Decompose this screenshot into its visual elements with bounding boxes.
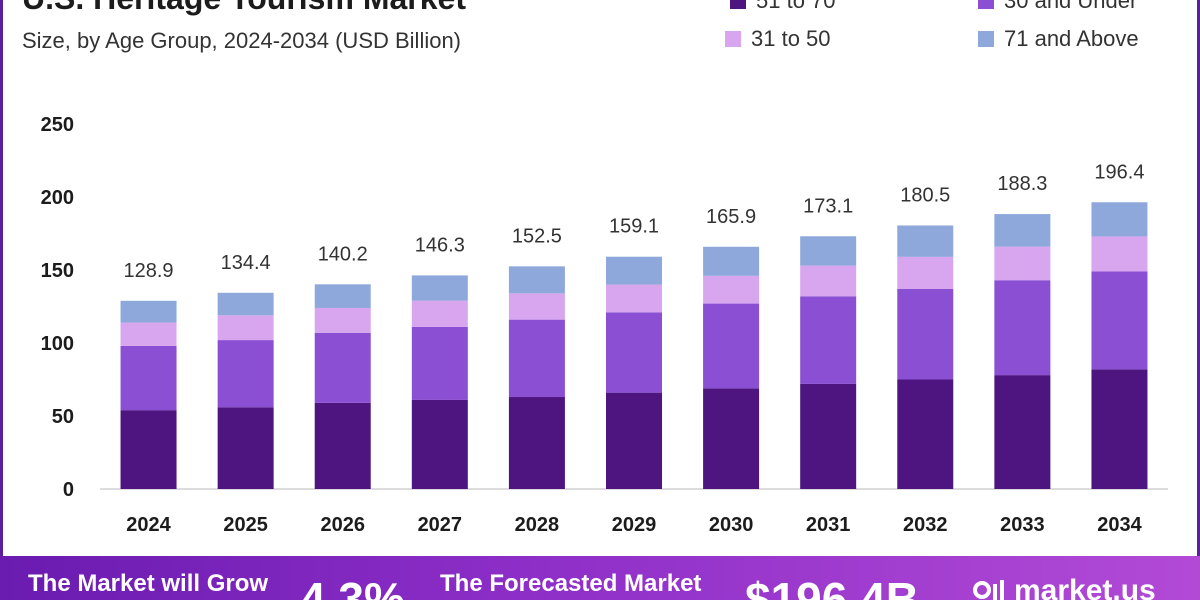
bar-segment: [1091, 271, 1148, 370]
bar-segment: [800, 265, 857, 297]
bar-segment: [994, 246, 1051, 281]
bar-segment: [897, 379, 954, 489]
bar-segment: [800, 383, 857, 489]
bar-segment: [314, 284, 371, 308]
bar-total-label: 152.5: [512, 225, 562, 247]
bar-segment: [606, 312, 662, 393]
legend-label: 71 and Above: [1004, 26, 1139, 51]
y-tick-label: 50: [52, 406, 74, 428]
bar-segment: [703, 303, 760, 389]
bar-segment: [314, 332, 371, 403]
bar-segment: [994, 214, 1051, 247]
y-tick-label: 0: [63, 479, 74, 501]
market-us-logo-icon: [973, 580, 1004, 600]
x-tick-label: 2029: [612, 514, 657, 536]
bar-segment: [314, 402, 371, 489]
y-tick-label: 150: [41, 260, 74, 282]
banner-forecast-value: $196.4B: [745, 573, 919, 600]
bar-segment: [606, 392, 662, 489]
summary-banner: The Market will Grow 4.3% The Forecasted…: [0, 556, 1200, 600]
x-tick-label: 2024: [126, 514, 171, 536]
bar-segment: [800, 236, 857, 266]
bar-segment: [1091, 202, 1148, 237]
legend-label: 31 to 50: [751, 26, 831, 51]
bar-segment: [411, 326, 468, 400]
bar-segment: [314, 307, 371, 333]
bar-segment: [897, 288, 954, 380]
bar-segment: [508, 293, 565, 320]
banner-forecast-label: The Forecasted Market: [440, 570, 702, 597]
bar-segment: [217, 315, 274, 341]
bar-segment: [994, 375, 1051, 489]
bar-segment: [800, 296, 857, 384]
x-tick-label: 2028: [515, 514, 560, 536]
x-tick-label: 2025: [223, 514, 268, 536]
bar-segment: [508, 319, 565, 398]
bar-segment: [120, 300, 177, 323]
bar-segment: [411, 399, 468, 489]
bar-segment: [411, 275, 468, 301]
bar-segment: [411, 300, 468, 327]
bar-total-label: 180.5: [900, 184, 950, 206]
bar-segment: [897, 256, 954, 289]
bar-segment: [217, 407, 274, 489]
legend-swatch: [978, 0, 994, 9]
legend-swatch: [978, 31, 994, 47]
bar-segment: [508, 397, 565, 489]
legend-swatch: [725, 31, 741, 47]
bar-segment: [606, 284, 662, 313]
x-tick-label: 2026: [320, 514, 365, 536]
legend-label: 51 to 70: [756, 0, 836, 13]
bar-segment: [606, 256, 662, 285]
bar-segment: [703, 246, 760, 276]
bar-segment: [1091, 236, 1148, 272]
bar-total-label: 196.4: [1094, 161, 1144, 183]
legend-item-30-and-under: 30 and Under: [978, 0, 1137, 14]
bar-segment: [120, 322, 177, 346]
y-tick-label: 100: [41, 333, 74, 355]
bar-total-label: 159.1: [609, 216, 659, 238]
bar-segment: [217, 292, 274, 316]
bar-segment: [703, 388, 760, 489]
x-tick-label: 2030: [709, 514, 754, 536]
legend-label: 30 and Under: [1004, 0, 1138, 13]
market-us-logo-text: market.us: [1014, 574, 1156, 600]
bar-total-label: 134.4: [221, 252, 271, 274]
x-tick-label: 2032: [903, 514, 948, 536]
stacked-bar-chart: 0 50 100 150 200 250 128.9 2024 134.4 2025 140.2 20…: [41, 114, 1168, 536]
x-tick-label: 2033: [1000, 514, 1045, 536]
bar-total-label: 173.1: [803, 195, 853, 217]
y-tick-label: 250: [41, 114, 74, 136]
bar-total-label: 188.3: [997, 173, 1047, 195]
bar-segment: [703, 275, 760, 304]
x-tick-label: 2027: [418, 514, 463, 536]
bar-segment: [1091, 369, 1148, 489]
bar-segment: [217, 340, 274, 408]
bar-total-label: 128.9: [124, 260, 174, 282]
legend-item-51-to-70: 51 to 70: [730, 0, 836, 14]
banner-cagr-value: 4.3%: [300, 573, 405, 600]
legend-item-71-and-above: 71 and Above: [978, 26, 1139, 52]
chart-title: U.S. Heritage Tourism Market: [22, 0, 466, 17]
bar-segment: [994, 280, 1051, 376]
chart-subtitle: Size, by Age Group, 2024-2034 (USD Billi…: [22, 28, 462, 53]
bar-segment: [120, 410, 177, 489]
legend-item-31-to-50: 31 to 50: [725, 26, 831, 52]
x-tick-label: 2034: [1097, 514, 1142, 536]
bar-segment: [897, 225, 954, 257]
y-tick-label: 200: [41, 187, 74, 209]
bar-segment: [120, 345, 177, 411]
bar-total-label: 146.3: [415, 234, 465, 256]
bar-total-label: 140.2: [318, 243, 368, 265]
x-tick-label: 2031: [806, 514, 851, 536]
bar-total-label: 165.9: [706, 206, 756, 228]
bar-segment: [508, 266, 565, 294]
legend-swatch: [730, 0, 746, 9]
banner-grow-label: The Market will Grow: [28, 570, 269, 597]
